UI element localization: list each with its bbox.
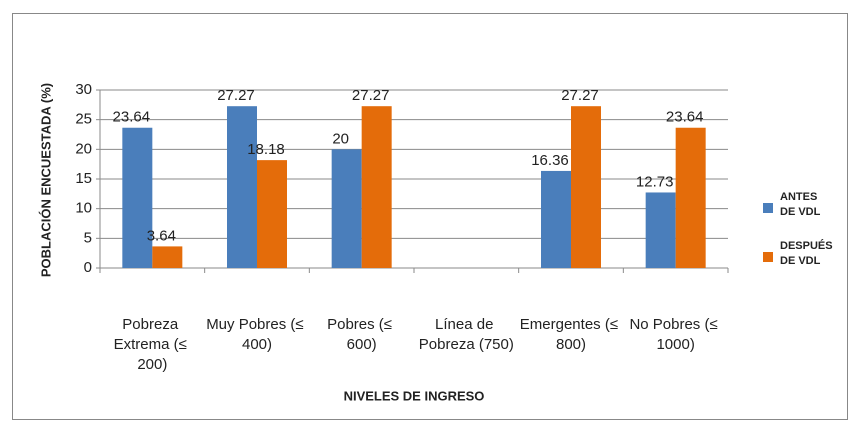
x-tick-label: Muy Pobres (≤ 400) [206,316,308,353]
legend-swatch [763,252,773,262]
value-label: 20 [332,130,349,147]
value-label: 18.18 [247,141,285,158]
value-label: 23.64 [113,109,151,126]
legend-label: DESPUÉS DE VDL [780,239,836,267]
legend-label: ANTES DE VDL [780,191,821,218]
value-label: 27.27 [352,87,390,104]
bar [152,246,183,268]
y-tick-label: 10 [75,200,92,217]
x-tick-label: Pobres (≤ 600) [327,316,396,353]
bar [675,127,706,269]
y-tick-label: 25 [75,111,92,128]
value-label: 27.27 [217,87,255,104]
bar [122,127,153,269]
x-tick-label: No Pobres (≤ 1000) [629,316,721,353]
y-tick-label: 20 [75,140,92,157]
value-label: 23.64 [666,109,704,126]
bar [331,149,362,268]
y-axis-title: POBLACIÓN ENCUESTADA (%) [38,83,53,277]
bar [571,106,601,268]
bar [361,106,392,268]
x-tick-label: Emergentes (≤ 800) [520,316,622,353]
x-tick-label: Pobreza Extrema (≤ 200) [114,316,191,373]
x-tick-label: Línea de Pobreza (750) [419,316,514,353]
value-label: 16.36 [531,152,569,169]
value-label: 3.64 [147,227,176,244]
x-axis-title: NIVELES DE INGRESO [344,388,485,403]
bar [227,106,257,268]
y-tick-label: 5 [84,229,92,246]
bar [645,192,676,268]
bar [257,160,287,268]
legend-swatch [763,203,773,213]
y-tick-label: 0 [84,259,92,276]
y-tick-label: 15 [75,170,92,187]
bar [541,170,571,268]
y-tick-label: 30 [75,81,92,98]
value-label: 12.73 [636,173,674,190]
value-label: 27.27 [561,87,599,104]
